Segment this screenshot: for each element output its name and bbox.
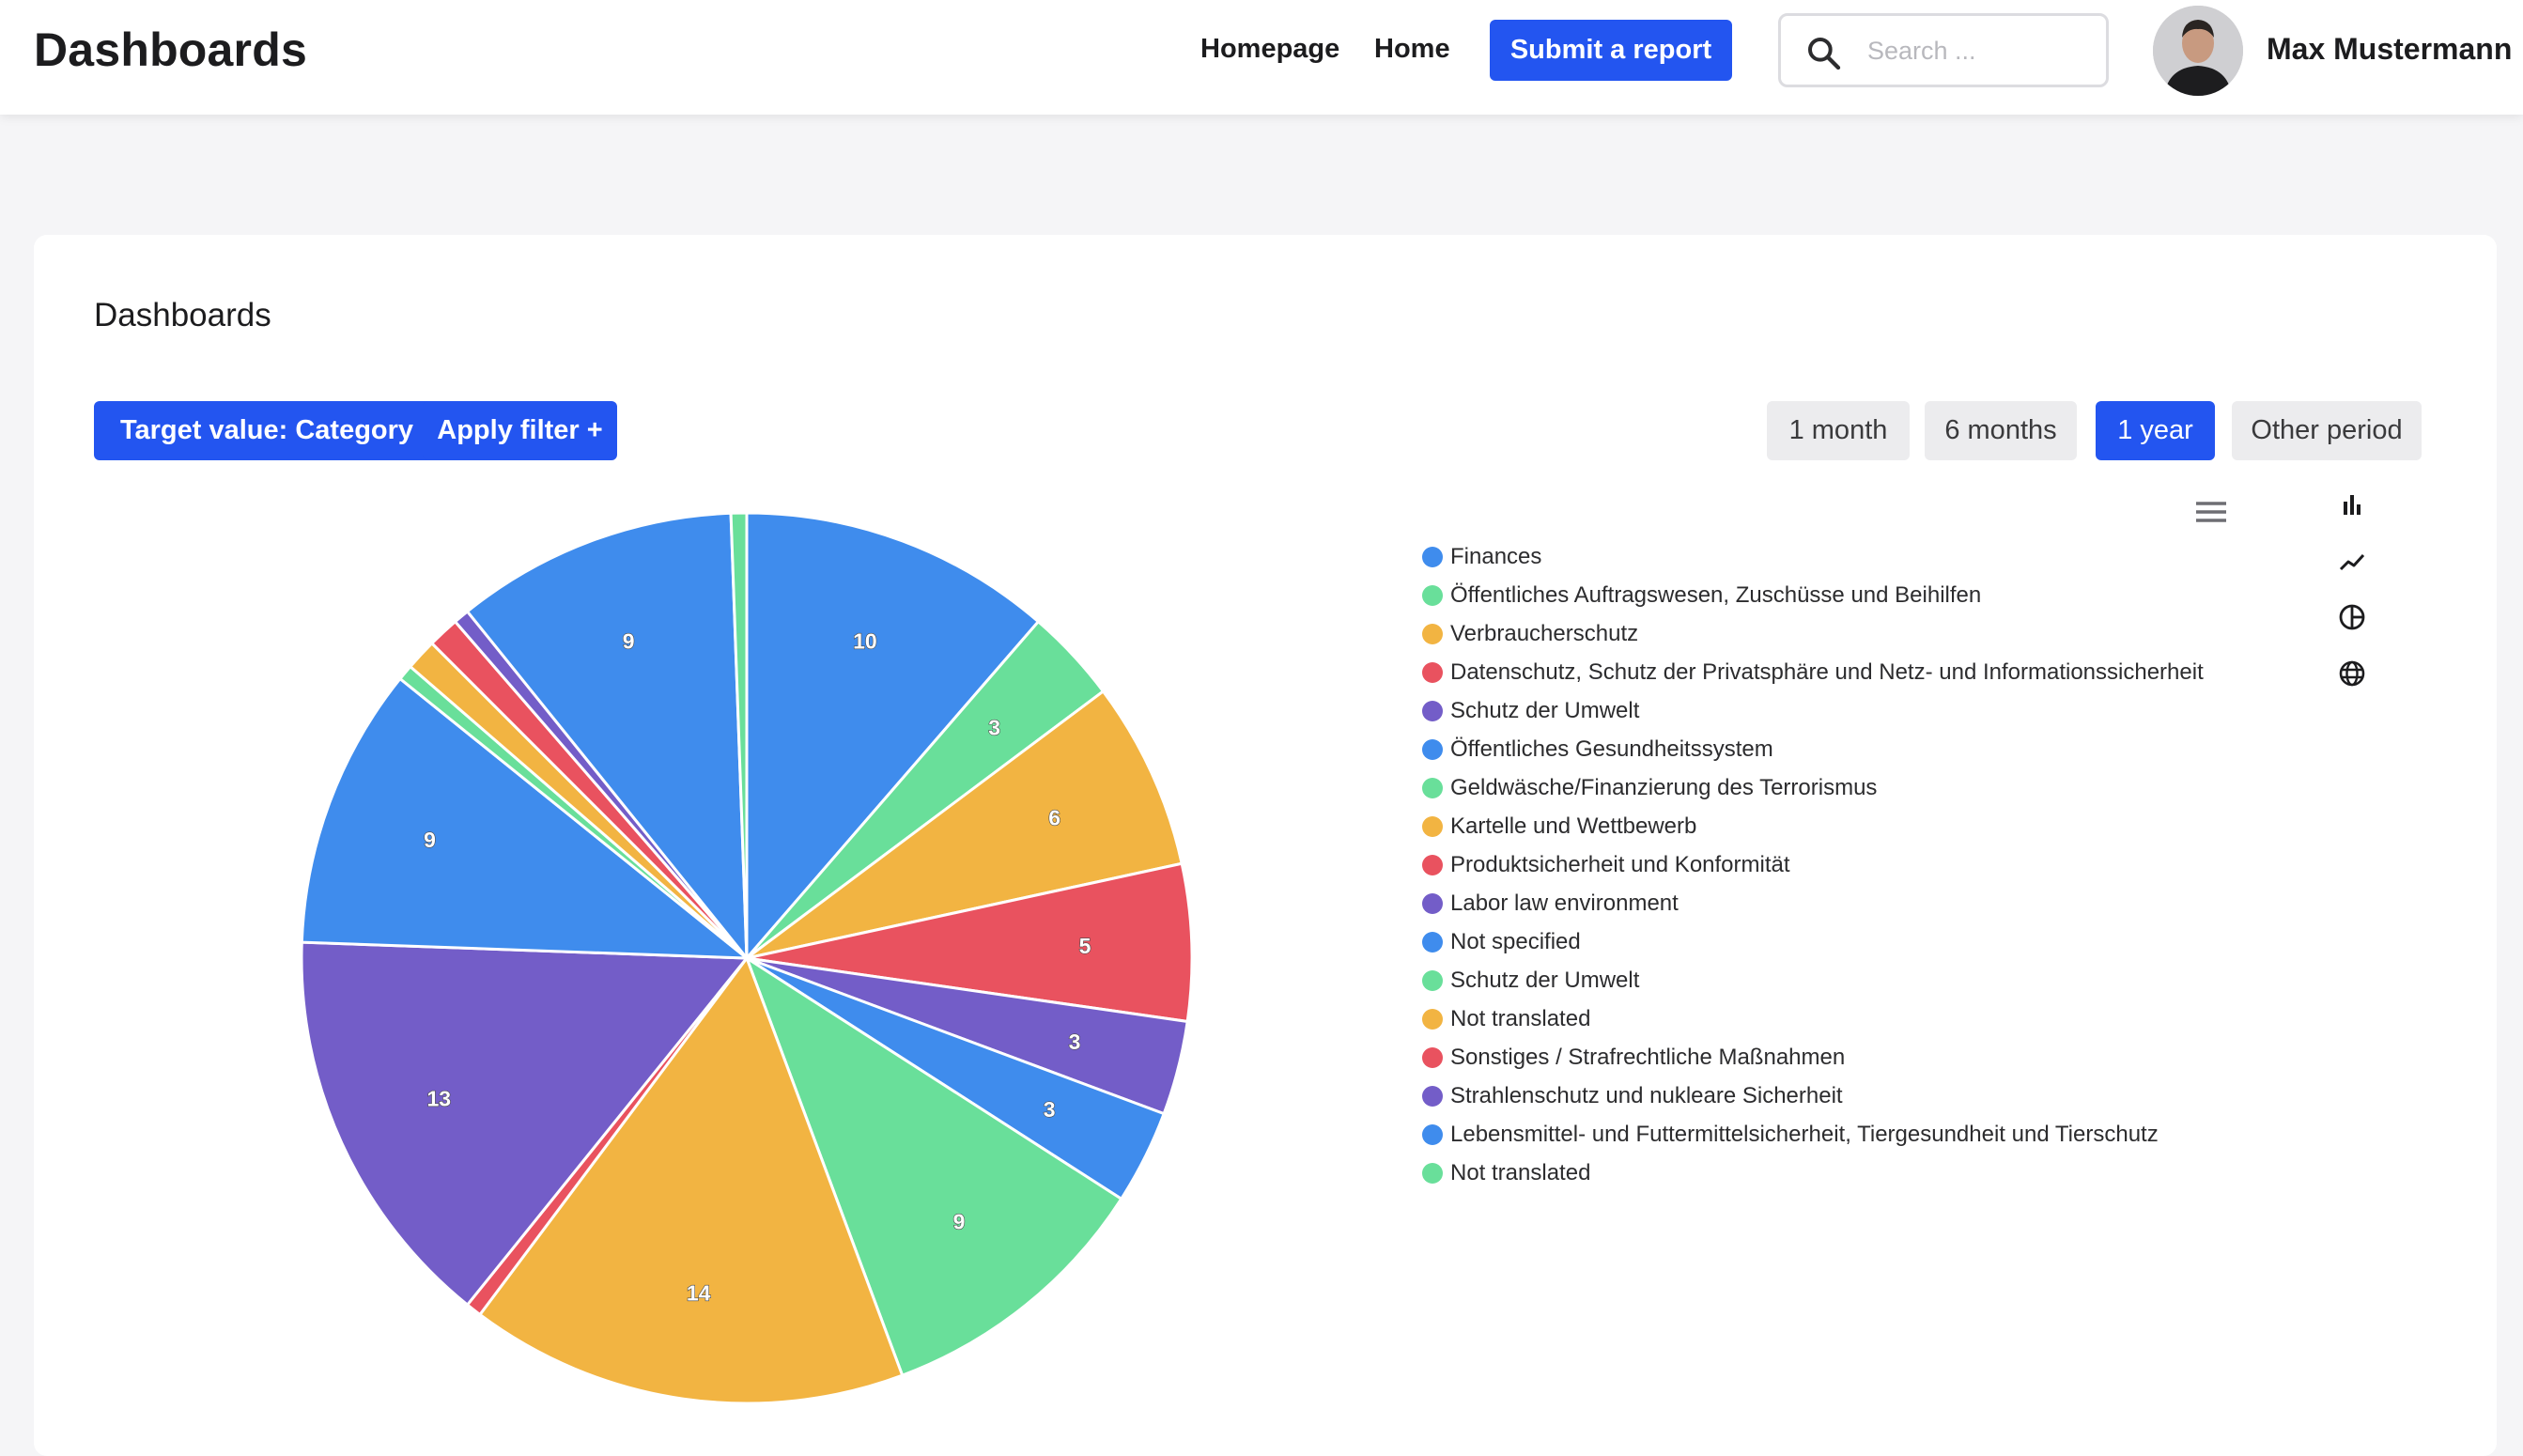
legend-item[interactable]: Datenschutz, Schutz der Privatsphäre und…	[1422, 653, 2268, 691]
legend-item[interactable]: Verbraucherschutz	[1422, 614, 2268, 653]
pie-data-label: 9	[424, 828, 436, 852]
nav-home-link[interactable]: Home	[1374, 34, 1450, 64]
legend-item[interactable]: Geldwäsche/Finanzierung des Terrorismus	[1422, 768, 2268, 807]
legend-label: Finances	[1450, 543, 1542, 569]
pie-slice[interactable]	[465, 511, 749, 963]
period-1-month-button[interactable]: 1 month	[1767, 401, 1910, 460]
submit-report-button[interactable]: Submit a report	[1490, 20, 1732, 81]
pie-data-label: 3	[1044, 1097, 1056, 1122]
dashboard-card: Dashboards Target value: Category Apply …	[34, 235, 2497, 1456]
legend-label: Sonstiges / Strafrechtliche Maßnahmen	[1450, 1044, 1846, 1070]
pie-slice[interactable]	[300, 676, 751, 960]
legend-label: Labor law environment	[1450, 890, 1679, 916]
legend-label: Schutz der Umwelt	[1450, 967, 1640, 993]
legend-color-dot	[1422, 815, 1443, 837]
legend-color-dot	[1422, 854, 1443, 875]
pie-slice[interactable]	[729, 511, 749, 959]
legend-item[interactable]: Öffentliches Gesundheitssystem	[1422, 730, 2268, 768]
legend-label: Produktsicherheit und Konformität	[1450, 851, 1790, 877]
pie-data-label: 10	[853, 628, 877, 653]
pie-data-label: 14	[687, 1281, 711, 1306]
legend-item[interactable]: Not specified	[1422, 922, 2268, 961]
legend-label: Verbraucherschutz	[1450, 620, 1639, 646]
top-bar: Dashboards Homepage Home Submit a report…	[0, 0, 2523, 115]
legend-item[interactable]: Labor law environment	[1422, 884, 2268, 922]
legend-item[interactable]: Öffentliches Auftragswesen, Zuschüsse un…	[1422, 576, 2268, 614]
nav-homepage-link[interactable]: Homepage	[1200, 34, 1340, 64]
legend-item[interactable]: Strahlenschutz und nukleare Sicherheit	[1422, 1077, 2268, 1115]
pie-chart-icon[interactable]	[2337, 602, 2367, 632]
pie-data-label: 5	[1079, 934, 1091, 958]
line-chart-icon[interactable]	[2337, 547, 2367, 577]
legend-color-dot	[1422, 892, 1443, 914]
legend-label: Not translated	[1450, 1005, 1591, 1031]
legend-color-dot	[1422, 623, 1443, 644]
pie-data-label: 9	[623, 628, 635, 653]
legend-item[interactable]: Not translated	[1422, 999, 2268, 1038]
legend-label: Strahlenschutz und nukleare Sicherheit	[1450, 1082, 1843, 1108]
legend-color-dot	[1422, 1046, 1443, 1068]
legend-color-dot	[1422, 931, 1443, 953]
search-box[interactable]	[1778, 13, 2109, 87]
menu-icon[interactable]	[2192, 498, 2230, 526]
pie-slice[interactable]	[745, 511, 1041, 963]
legend-color-dot	[1422, 1162, 1443, 1184]
legend-color-dot	[1422, 546, 1443, 567]
search-icon	[1808, 38, 1841, 70]
legend-label: Lebensmittel- und Futtermittelsicherheit…	[1450, 1121, 2159, 1147]
period-1-year-button[interactable]: 1 year	[2096, 401, 2215, 460]
legend-item[interactable]: Schutz der Umwelt	[1422, 961, 2268, 999]
pie-slice[interactable]	[744, 954, 1123, 1378]
pie-data-label: 6	[1048, 805, 1060, 829]
pie-data-label: 9	[953, 1209, 966, 1233]
card-title: Dashboards	[94, 297, 271, 333]
legend-item[interactable]: Finances	[1422, 537, 2268, 576]
period-6-months-button[interactable]: 6 months	[1925, 401, 2077, 460]
legend-label: Schutz der Umwelt	[1450, 697, 1640, 723]
legend-item[interactable]: Produktsicherheit und Konformität	[1422, 845, 2268, 884]
legend-color-dot	[1422, 661, 1443, 683]
legend-label: Geldwäsche/Finanzierung des Terrorismus	[1450, 774, 1878, 800]
user-name[interactable]: Max Mustermann	[2267, 32, 2513, 66]
avatar[interactable]	[2153, 6, 2243, 96]
pie-slice[interactable]	[477, 954, 905, 1405]
legend-color-dot	[1422, 738, 1443, 760]
period-other-button[interactable]: Other period	[2232, 401, 2422, 460]
legend-color-dot	[1422, 1123, 1443, 1145]
legend-label: Datenschutz, Schutz der Privatsphäre und…	[1450, 658, 2204, 685]
bar-chart-icon[interactable]	[2337, 490, 2367, 520]
legend-item[interactable]: Schutz der Umwelt	[1422, 691, 2268, 730]
legend-label: Öffentliches Auftragswesen, Zuschüsse un…	[1450, 581, 1982, 608]
chart-legend: Finances Öffentliches Auftragswesen, Zusc…	[1422, 537, 2268, 1192]
legend-label: Not specified	[1450, 928, 1581, 954]
pie-slice[interactable]	[746, 861, 1194, 1024]
search-input[interactable]	[1867, 31, 2093, 70]
legend-item[interactable]: Kartelle und Wettbewerb	[1422, 807, 2268, 845]
legend-color-dot	[1422, 1085, 1443, 1107]
legend-item[interactable]: Not translated	[1422, 1154, 2268, 1192]
pie-slice[interactable]	[746, 689, 1184, 960]
legend-color-dot	[1422, 584, 1443, 606]
legend-color-dot	[1422, 969, 1443, 991]
pie-data-label: 3	[988, 716, 1000, 740]
legend-item[interactable]: Lebensmittel- und Futtermittelsicherheit…	[1422, 1115, 2268, 1154]
legend-label: Öffentliches Gesundheitssystem	[1450, 736, 1773, 762]
legend-label: Kartelle und Wettbewerb	[1450, 813, 1697, 839]
pie-slice[interactable]	[300, 940, 751, 1308]
avatar-image	[2153, 6, 2243, 96]
apply-filter-button[interactable]: Apply filter +	[423, 401, 617, 460]
pie-chart: 10 3 6 5 3 3 9 14 13 9 9	[300, 511, 1194, 1405]
legend-color-dot	[1422, 1008, 1443, 1030]
app-title: Dashboards	[34, 23, 307, 76]
legend-color-dot	[1422, 700, 1443, 721]
pie-data-label: 3	[1069, 1030, 1081, 1054]
legend-item[interactable]: Sonstiges / Strafrechtliche Maßnahmen	[1422, 1038, 2268, 1077]
legend-label: Not translated	[1450, 1159, 1591, 1185]
legend-color-dot	[1422, 777, 1443, 798]
globe-icon[interactable]	[2337, 658, 2367, 689]
target-value-button[interactable]: Target value: Category	[94, 401, 440, 460]
pie-data-label: 13	[427, 1087, 452, 1111]
